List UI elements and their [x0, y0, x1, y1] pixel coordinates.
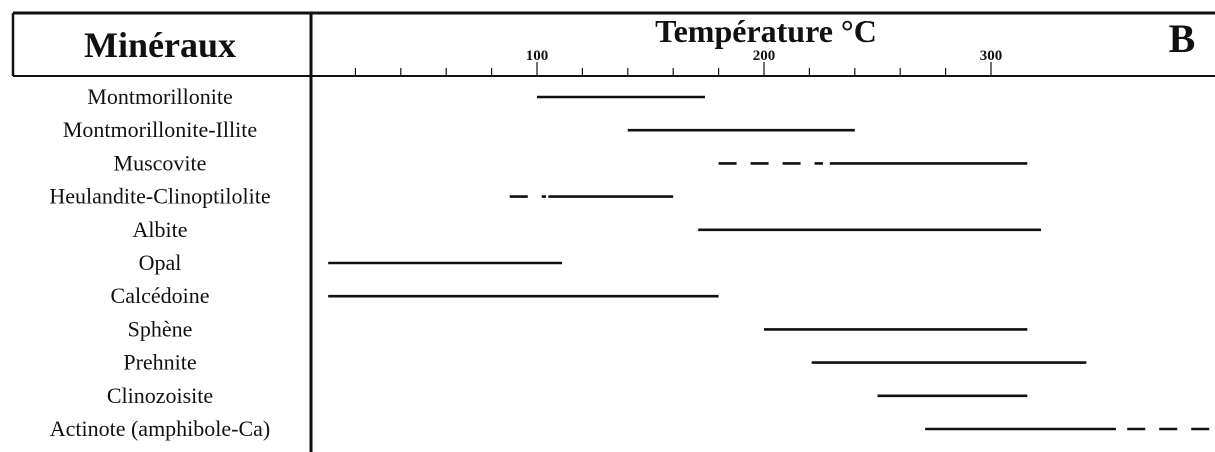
mineral-label: Montmorillonite: [87, 84, 232, 109]
panel-letter: B: [1169, 16, 1196, 61]
tick-label: 200: [753, 48, 776, 64]
mineral-label: Calcédoine: [111, 283, 210, 308]
mineral-label: Montmorillonite-Illite: [63, 117, 257, 142]
mineral-label: Opal: [139, 250, 182, 275]
mineral-label: Actinote (amphibole-Ca): [50, 416, 271, 441]
temperature-range-bars: [328, 95, 1215, 431]
mineral-label: Clinozoisite: [107, 383, 213, 408]
mineral-label: Sphène: [128, 316, 193, 341]
mineral-labels: Montmorillonite Montmorillonite-Illite Mus…: [49, 84, 270, 441]
mineral-label: Prehnite: [123, 350, 196, 375]
minerals-column-header: Minéraux: [84, 25, 236, 65]
tick-label: 100: [526, 48, 549, 64]
tick-label: 300: [980, 48, 1003, 64]
mineral-label: Muscovite: [114, 150, 207, 175]
temperature-axis-title: Température °C: [655, 13, 877, 49]
mineral-label: Heulandite-Clinoptilolite: [49, 184, 270, 209]
mineral-label: Albite: [133, 217, 188, 242]
temperature-axis-ticks: 100 200 300: [354, 48, 1003, 76]
